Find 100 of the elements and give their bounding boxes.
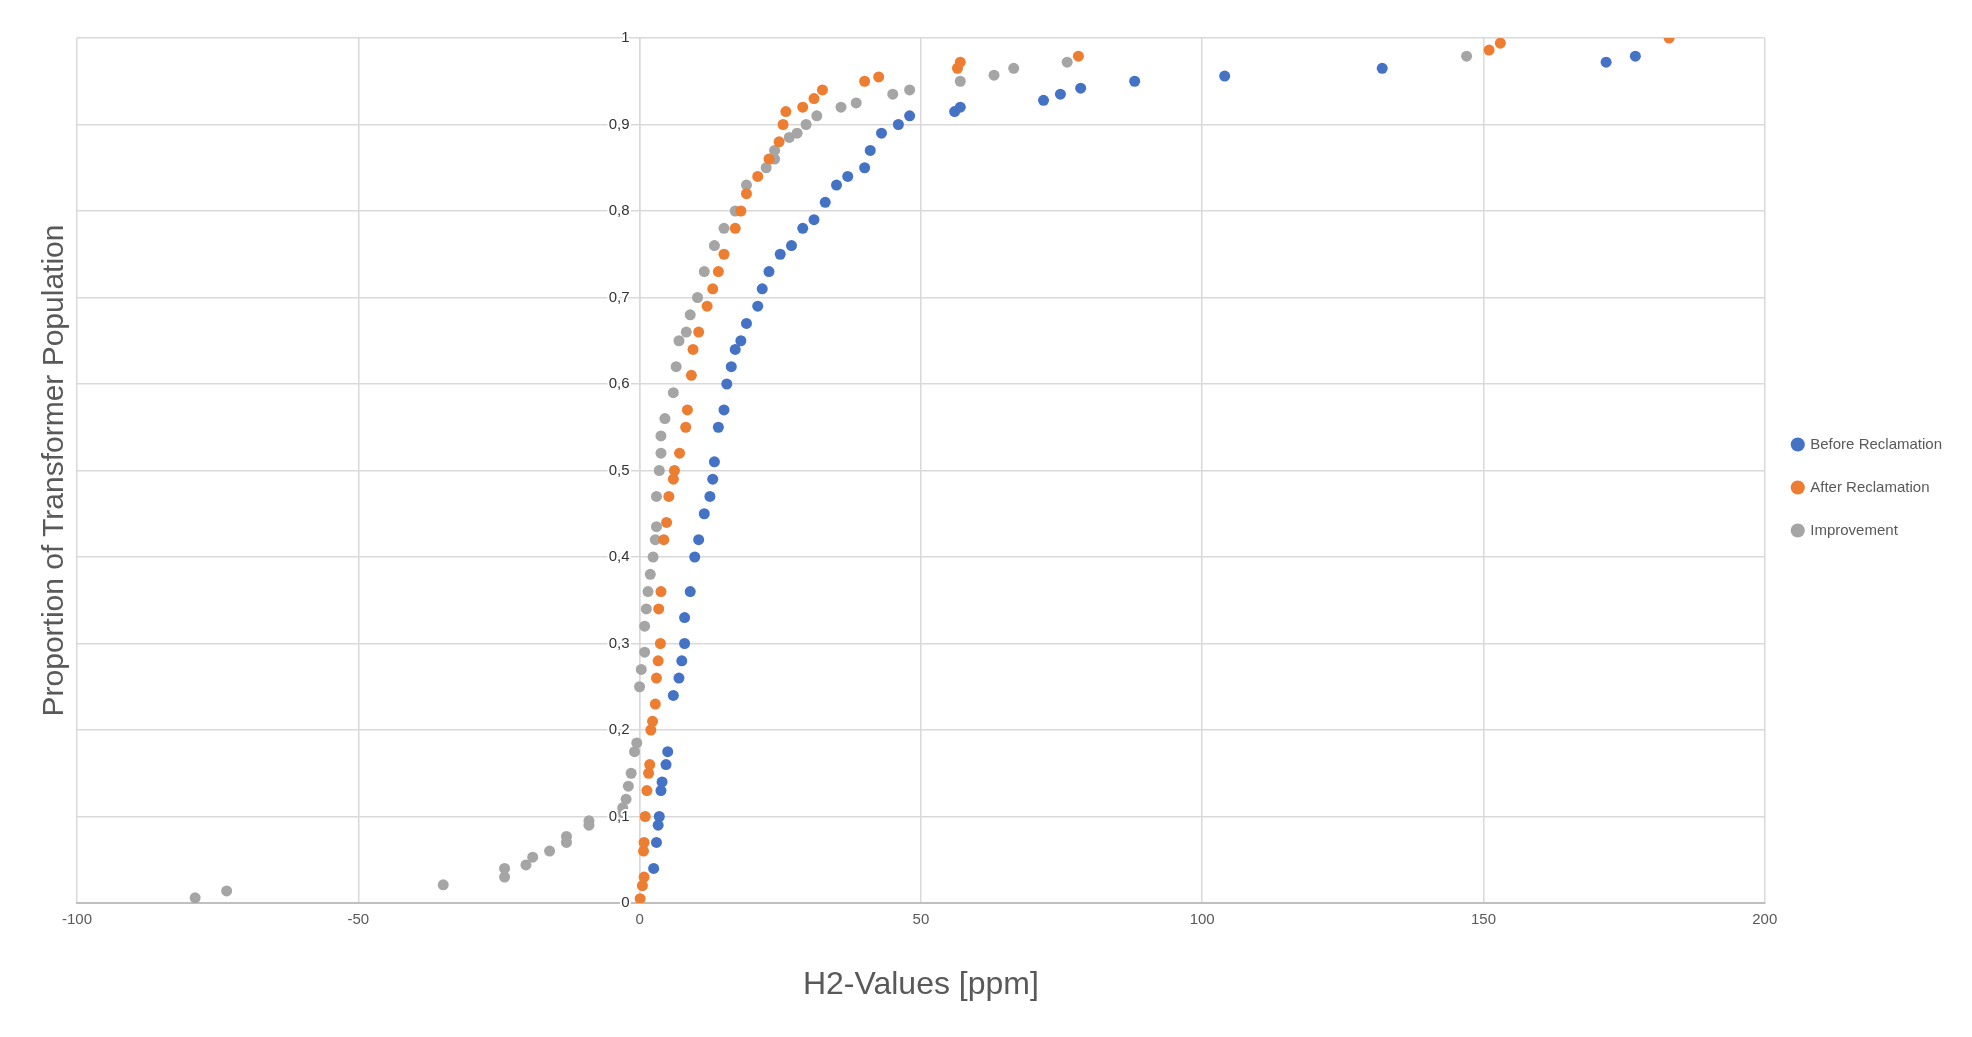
point — [1494, 38, 1506, 49]
point — [679, 638, 691, 649]
point — [780, 106, 792, 118]
point — [808, 214, 820, 226]
point — [904, 110, 916, 122]
point — [729, 343, 741, 355]
y-tick-label: 0,3 — [608, 633, 630, 651]
y-tick-label: 0,6 — [608, 374, 630, 392]
point — [656, 776, 668, 788]
point — [864, 144, 876, 156]
point — [638, 836, 650, 848]
point — [680, 421, 692, 433]
point — [668, 465, 680, 476]
point — [660, 759, 672, 771]
point — [652, 655, 664, 667]
point — [679, 612, 691, 624]
point — [707, 473, 719, 485]
point — [655, 586, 667, 598]
point — [636, 880, 648, 892]
point — [641, 785, 653, 797]
y-tick-label: 0,2 — [608, 720, 630, 738]
point — [685, 369, 697, 381]
point — [663, 490, 675, 502]
point — [1038, 94, 1050, 106]
point — [756, 283, 768, 295]
legend-label: After Reclamation — [1810, 477, 1930, 495]
point — [752, 170, 764, 182]
point — [701, 300, 713, 312]
legend-label: Before Reclamation — [1810, 434, 1942, 452]
point — [707, 283, 719, 295]
point — [721, 378, 733, 390]
point — [797, 222, 809, 234]
point — [777, 119, 789, 130]
y-tick-label: 0 — [621, 893, 630, 911]
point — [1219, 70, 1231, 82]
point — [634, 893, 646, 903]
point — [1629, 50, 1641, 62]
point — [859, 162, 871, 174]
point — [797, 101, 809, 113]
point — [808, 93, 820, 105]
point — [819, 196, 831, 208]
point — [712, 421, 724, 433]
y-tick-label: 1 — [621, 28, 630, 46]
point — [763, 266, 775, 278]
point — [708, 456, 720, 468]
point — [689, 551, 701, 563]
x-tick-label: 200 — [1752, 910, 1778, 928]
point — [735, 205, 747, 217]
point — [892, 119, 904, 130]
point — [873, 71, 885, 83]
point — [1600, 56, 1612, 68]
point — [725, 361, 737, 373]
point — [644, 759, 656, 771]
point — [785, 240, 797, 252]
point — [681, 404, 693, 416]
point — [693, 534, 705, 546]
point — [718, 248, 730, 260]
point — [638, 871, 650, 883]
point — [816, 84, 828, 96]
point — [647, 715, 659, 727]
point — [1054, 88, 1066, 100]
point — [1072, 50, 1084, 62]
point — [876, 127, 887, 139]
point — [658, 534, 670, 546]
point — [684, 586, 696, 598]
point — [698, 508, 710, 520]
point — [693, 326, 705, 338]
point — [653, 603, 665, 615]
point — [661, 516, 673, 528]
x-tick-label: 50 — [912, 910, 930, 928]
y-tick-label: 0,4 — [608, 547, 630, 565]
x-tick-label: 150 — [1470, 910, 1496, 928]
point — [740, 188, 752, 200]
point — [649, 698, 661, 710]
point — [718, 404, 730, 416]
point — [653, 811, 665, 822]
point — [662, 746, 674, 758]
point — [1376, 62, 1388, 74]
point — [774, 248, 786, 260]
point — [676, 655, 688, 667]
y-tick-label: 0,5 — [608, 460, 630, 478]
point — [673, 672, 685, 684]
y-tick-label: 0,1 — [608, 806, 630, 824]
point — [831, 179, 842, 191]
point — [842, 170, 854, 182]
point — [650, 836, 662, 848]
point — [704, 490, 716, 502]
point — [729, 222, 741, 234]
y-tick-label: 0,7 — [608, 287, 630, 305]
point — [954, 56, 966, 68]
legend-label: Improvement — [1810, 520, 1899, 538]
x-tick-label: 100 — [1189, 910, 1215, 928]
point — [773, 136, 785, 148]
x-tick-label: -100 — [61, 910, 93, 928]
point — [654, 638, 666, 649]
point — [1483, 44, 1495, 56]
point — [735, 335, 747, 347]
x-tick-label: 0 — [635, 910, 644, 928]
point — [1075, 82, 1087, 94]
point — [954, 101, 966, 113]
